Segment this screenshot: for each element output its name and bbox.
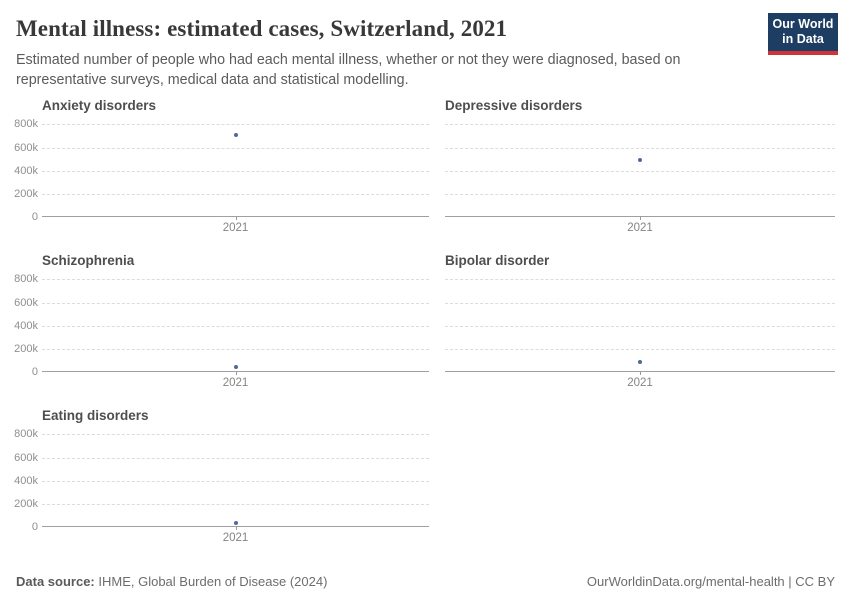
gridline [445, 302, 835, 304]
chart-title: Mental illness: estimated cases, Switzer… [16, 16, 508, 41]
panel-title: Bipolar disorder [445, 253, 550, 269]
x-tick [235, 216, 237, 221]
x-tick-label: 2021 [222, 377, 249, 390]
data-point[interactable] [233, 365, 238, 370]
gridline [445, 170, 835, 172]
gridline [445, 349, 835, 351]
plot-area: 2021 [42, 434, 429, 544]
y-axis-label: 800k [14, 273, 38, 286]
y-axis-label: 600k [14, 141, 38, 154]
y-axis-label: 0 [31, 521, 38, 534]
gridline [445, 279, 835, 281]
gridline [42, 170, 429, 172]
gridline [42, 124, 429, 126]
chart-subtitle: Estimated number of people who had each … [16, 52, 681, 88]
data-point[interactable] [233, 520, 238, 525]
gridline [42, 279, 429, 281]
panel-bipolar-disorder: Bipolar disorder 2021 [445, 252, 835, 389]
x-tick-label: 2021 [222, 222, 249, 235]
panel-title: Schizophrenia [42, 253, 135, 269]
y-axis-label: 400k [14, 164, 38, 177]
gridline [42, 325, 429, 327]
gridline [42, 504, 429, 506]
data-point[interactable] [638, 158, 642, 163]
plot-area: 2021 [445, 124, 835, 234]
x-tick [235, 371, 237, 376]
x-tick [640, 371, 641, 376]
gridline [445, 124, 835, 126]
y-axis-label: 200k [14, 498, 38, 511]
y-axis-label: 0 [31, 211, 38, 224]
x-tick-label: 2021 [222, 532, 249, 545]
owid-logo: Our World in Data [768, 13, 838, 55]
panel-title: Depressive disorders [445, 98, 583, 114]
gridline [42, 194, 429, 196]
x-tick [640, 216, 641, 221]
data-point[interactable] [638, 359, 642, 364]
panel-schizophrenia: Schizophrenia 800k 600k 400k 200k 0 2021 [14, 252, 429, 389]
data-point[interactable] [233, 133, 238, 138]
plot-area: 2021 [42, 124, 429, 234]
chart-header: Mental illness: estimated cases, Switzer… [0, 0, 850, 90]
y-axis-label: 0 [31, 366, 38, 379]
footer-source-label: Data source: [16, 574, 95, 589]
x-tick-label: 2021 [627, 377, 653, 390]
gridline [42, 480, 429, 482]
y-axis-label: 400k [14, 474, 38, 487]
y-axis-label: 600k [14, 296, 38, 309]
gridline [42, 147, 429, 149]
panel-anxiety-disorders: Anxiety disorders 800k 600k 400k 200k 0 2021 [14, 97, 429, 234]
y-axis-label: 200k [14, 343, 38, 356]
plot-area: 2021 [445, 279, 835, 389]
y-axis-label: 400k [14, 319, 38, 332]
y-axis: 800k 600k 400k 200k 0 [14, 118, 42, 223]
panel-depressive-disorders: Depressive disorders 2021 [445, 97, 835, 234]
gridline [42, 457, 429, 459]
panel-title: Eating disorders [42, 408, 149, 424]
x-tick [235, 526, 237, 531]
y-axis-label: 800k [14, 428, 38, 441]
y-axis: 800k 600k 400k 200k 0 [14, 428, 42, 533]
footer-credit-link[interactable]: OurWorldinData.org/mental-health | CC BY [586, 574, 835, 589]
owid-logo-line2: in Data [782, 32, 824, 47]
gridline [445, 325, 835, 327]
small-multiples-grid: Anxiety disorders 800k 600k 400k 200k 0 2021 De… [14, 97, 835, 544]
footer-source-text: IHME, Global Burden of Disease (2024) [94, 574, 328, 589]
gridline [445, 194, 835, 196]
panel-title: Anxiety disorders [42, 98, 157, 114]
y-axis-label: 800k [14, 118, 38, 131]
chart-footer: Data source: IHME, Global Burden of Dise… [16, 574, 835, 589]
y-axis-label: 200k [14, 188, 38, 201]
gridline [42, 302, 429, 304]
y-axis-label: 600k [14, 451, 38, 464]
panel-eating-disorders: Eating disorders 800k 600k 400k 200k 0 2021 [14, 407, 429, 544]
x-tick-label: 2021 [627, 222, 653, 235]
gridline [445, 147, 835, 149]
plot-area: 2021 [42, 279, 429, 389]
y-axis: 800k 600k 400k 200k 0 [14, 273, 42, 378]
gridline [42, 434, 429, 436]
gridline [42, 349, 429, 351]
owid-logo-line1: Our World [772, 17, 834, 31]
footer-source: Data source: IHME, Global Burden of Dise… [16, 574, 327, 589]
